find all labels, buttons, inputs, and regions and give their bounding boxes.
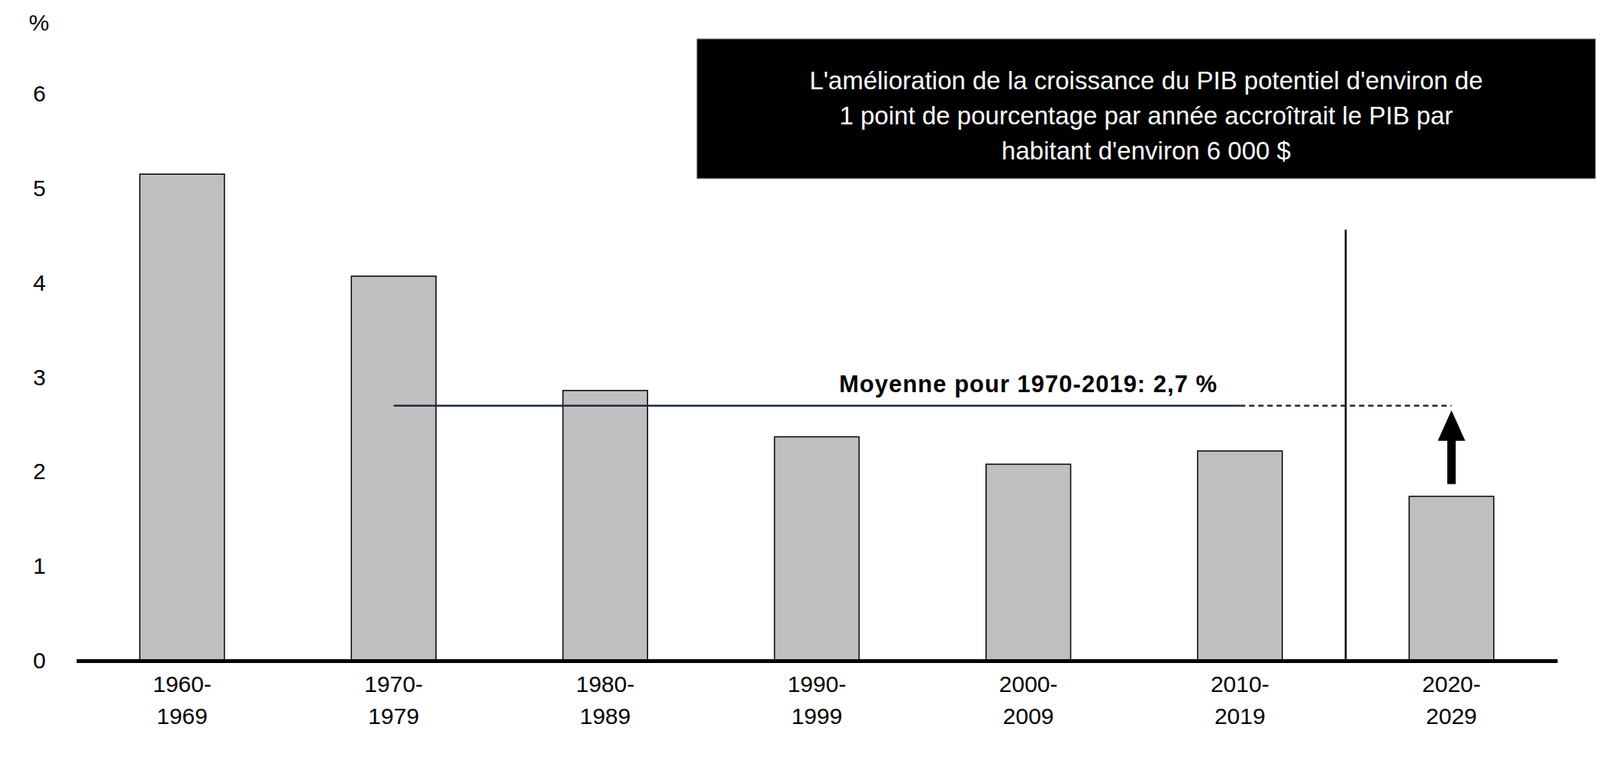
x-axis: 1960- 1969 1970- 1979 1980- 1989 1990- 1999 2000… — [77, 661, 1559, 730]
x-tick-label-line: 2029 — [1425, 703, 1478, 730]
x-tick-label-line: 1989 — [579, 703, 631, 730]
x-tick: 1980- 1989 — [575, 661, 635, 730]
annotation-text: L'amélioration de la croissance du PIB p… — [809, 66, 1483, 95]
average-line — [393, 404, 1241, 407]
plot-area — [139, 174, 1494, 662]
y-tick: 6 — [32, 80, 77, 107]
y-tick-label: 3 — [32, 364, 46, 391]
y-axis-label: % — [29, 9, 50, 36]
annotation-box — [696, 38, 1596, 179]
annotation-text: 1 point de pourcentage par année accroît… — [839, 101, 1454, 130]
x-tick-label: 2000- 2009 — [999, 671, 1059, 730]
x-tick-label: 2020- 2029 — [1422, 671, 1481, 730]
x-tick: 2000- 2009 — [999, 661, 1059, 730]
x-tick-label: 1980- 1989 — [575, 671, 635, 730]
x-tick-label-line: 2000- — [999, 671, 1059, 697]
bar — [139, 174, 225, 662]
x-tick-label-line: 1999 — [791, 703, 843, 730]
y-tick: 0 — [32, 648, 77, 674]
annotation-text: habitant d'environ 6 000 $ — [1001, 136, 1291, 165]
y-tick: 1 — [32, 553, 77, 579]
y-tick: 5 — [32, 175, 77, 201]
x-tick-label-line: 2009 — [1003, 703, 1055, 730]
x-tick: 2020- 2029 — [1422, 661, 1481, 730]
chart: % 0 1 2 3 4 5 6 Moyenne pour 1970-2019: 2,7 % 196… — [0, 0, 1600, 766]
separator — [1345, 229, 1348, 662]
x-tick: 2010- 2019 — [1210, 661, 1270, 730]
x-tick-label-line: 2019 — [1214, 703, 1266, 730]
y-tick-label: 1 — [32, 553, 46, 579]
y-tick: 4 — [32, 270, 77, 296]
x-tick-label-line: 1979 — [367, 703, 420, 730]
x-tick-label-line: 1990- — [787, 671, 847, 697]
bar — [1409, 496, 1494, 662]
x-tick-label: 1970- 1979 — [364, 671, 423, 730]
bar — [351, 276, 436, 662]
y-tick-label: 5 — [32, 175, 46, 201]
x-tick-label: 1960- 1969 — [152, 671, 212, 730]
bar — [986, 464, 1071, 662]
x-tick-label-line: 1980- — [575, 671, 635, 697]
bar — [1197, 451, 1283, 662]
x-tick-label-line: 2020- — [1422, 671, 1481, 697]
arrow — [1437, 410, 1465, 485]
x-tick-label-line: 1969 — [156, 703, 208, 730]
x-tick: 1960- 1969 — [152, 661, 212, 730]
y-tick-label: 4 — [32, 270, 46, 296]
x-tick: 1990- 1999 — [787, 661, 847, 730]
x-tick-label: 2010- 2019 — [1210, 671, 1270, 730]
y-axis-line — [76, 94, 78, 662]
y-tick: 3 — [32, 364, 77, 391]
x-tick-label-line: 2010- — [1210, 671, 1270, 697]
annotation: L'amélioration de la croissance du PIB p… — [696, 38, 1596, 179]
bar — [774, 437, 860, 662]
x-tick: 1970- 1979 — [364, 661, 423, 730]
average-label: Moyenne pour 1970-2019: 2,7 % — [838, 370, 1218, 398]
y-tick-label: 2 — [32, 458, 46, 484]
x-tick-label: 1990- 1999 — [787, 671, 847, 730]
y-tick-label: 6 — [32, 80, 46, 107]
y-tick: 2 — [32, 458, 77, 484]
x-tick-label-line: 1960- — [152, 671, 212, 697]
y-axis: 0 1 2 3 4 5 6 — [32, 80, 77, 674]
bar — [562, 390, 648, 662]
x-tick-label-line: 1970- — [364, 671, 423, 697]
y-tick-label: 0 — [32, 648, 46, 674]
x-axis-line — [77, 659, 1559, 664]
